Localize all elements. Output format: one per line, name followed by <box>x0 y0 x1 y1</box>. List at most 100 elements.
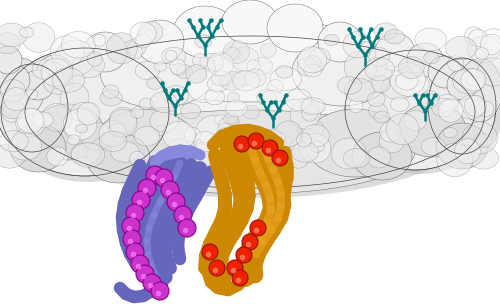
Ellipse shape <box>386 113 419 145</box>
Ellipse shape <box>288 148 308 168</box>
Ellipse shape <box>245 69 266 87</box>
Ellipse shape <box>292 142 318 162</box>
Ellipse shape <box>20 27 34 37</box>
Ellipse shape <box>432 98 455 117</box>
Ellipse shape <box>146 77 162 89</box>
Ellipse shape <box>344 149 370 168</box>
Ellipse shape <box>46 147 68 166</box>
Circle shape <box>236 247 252 263</box>
Ellipse shape <box>72 53 104 78</box>
Ellipse shape <box>102 39 222 115</box>
Ellipse shape <box>461 69 486 91</box>
Circle shape <box>161 181 179 199</box>
Ellipse shape <box>251 129 276 151</box>
Ellipse shape <box>390 63 426 96</box>
Ellipse shape <box>70 143 101 165</box>
Ellipse shape <box>374 23 398 40</box>
Circle shape <box>122 217 140 235</box>
Ellipse shape <box>310 141 324 152</box>
Ellipse shape <box>476 101 494 116</box>
Ellipse shape <box>468 147 498 169</box>
Ellipse shape <box>298 119 324 139</box>
Circle shape <box>248 133 264 149</box>
Ellipse shape <box>140 98 153 109</box>
Ellipse shape <box>85 110 415 194</box>
Circle shape <box>138 179 156 197</box>
Ellipse shape <box>305 56 321 68</box>
Ellipse shape <box>276 66 293 78</box>
Ellipse shape <box>205 89 225 105</box>
Ellipse shape <box>331 138 366 169</box>
Ellipse shape <box>364 58 394 81</box>
Ellipse shape <box>407 43 443 77</box>
Ellipse shape <box>227 92 239 103</box>
Circle shape <box>174 206 192 224</box>
Circle shape <box>167 193 185 211</box>
Ellipse shape <box>37 55 73 89</box>
Circle shape <box>227 260 243 276</box>
Ellipse shape <box>2 52 172 182</box>
Ellipse shape <box>349 99 363 113</box>
Ellipse shape <box>0 80 25 102</box>
Ellipse shape <box>52 68 84 92</box>
Ellipse shape <box>1 100 25 119</box>
Ellipse shape <box>424 52 439 64</box>
Ellipse shape <box>477 58 500 86</box>
Ellipse shape <box>398 57 424 78</box>
Ellipse shape <box>10 124 66 172</box>
Circle shape <box>262 140 278 156</box>
Circle shape <box>234 136 250 152</box>
Ellipse shape <box>292 38 392 106</box>
Ellipse shape <box>475 48 488 60</box>
Ellipse shape <box>135 61 160 80</box>
Ellipse shape <box>379 129 404 153</box>
Ellipse shape <box>26 42 482 198</box>
Ellipse shape <box>252 57 272 74</box>
Ellipse shape <box>80 123 113 150</box>
Circle shape <box>242 234 258 250</box>
Ellipse shape <box>343 32 371 58</box>
Ellipse shape <box>214 127 242 148</box>
Ellipse shape <box>301 98 325 115</box>
Ellipse shape <box>368 47 390 66</box>
Ellipse shape <box>318 22 362 62</box>
Ellipse shape <box>110 141 139 162</box>
Ellipse shape <box>302 125 330 147</box>
Ellipse shape <box>8 133 42 160</box>
Ellipse shape <box>453 68 484 94</box>
Ellipse shape <box>237 139 254 154</box>
Ellipse shape <box>0 64 68 152</box>
Ellipse shape <box>214 115 228 125</box>
Ellipse shape <box>2 103 21 122</box>
Ellipse shape <box>162 121 196 149</box>
Ellipse shape <box>454 139 480 164</box>
Ellipse shape <box>374 111 390 123</box>
Ellipse shape <box>170 59 186 74</box>
Ellipse shape <box>222 47 240 60</box>
Ellipse shape <box>165 50 177 61</box>
Ellipse shape <box>60 83 89 112</box>
Ellipse shape <box>226 100 248 116</box>
Circle shape <box>272 150 288 166</box>
Ellipse shape <box>64 109 97 140</box>
Ellipse shape <box>208 53 234 76</box>
Ellipse shape <box>150 92 177 112</box>
Ellipse shape <box>228 116 239 126</box>
Ellipse shape <box>1 48 169 176</box>
Circle shape <box>131 255 149 273</box>
Ellipse shape <box>458 95 485 119</box>
Ellipse shape <box>176 64 193 79</box>
Ellipse shape <box>62 113 88 136</box>
Ellipse shape <box>109 109 137 136</box>
Ellipse shape <box>257 90 276 105</box>
Ellipse shape <box>219 71 246 90</box>
Ellipse shape <box>22 22 55 53</box>
Ellipse shape <box>375 33 415 71</box>
Ellipse shape <box>276 150 289 162</box>
Ellipse shape <box>208 75 229 92</box>
Ellipse shape <box>273 132 285 144</box>
Ellipse shape <box>100 131 127 151</box>
Ellipse shape <box>295 41 399 113</box>
Ellipse shape <box>468 29 487 47</box>
Ellipse shape <box>172 64 186 76</box>
